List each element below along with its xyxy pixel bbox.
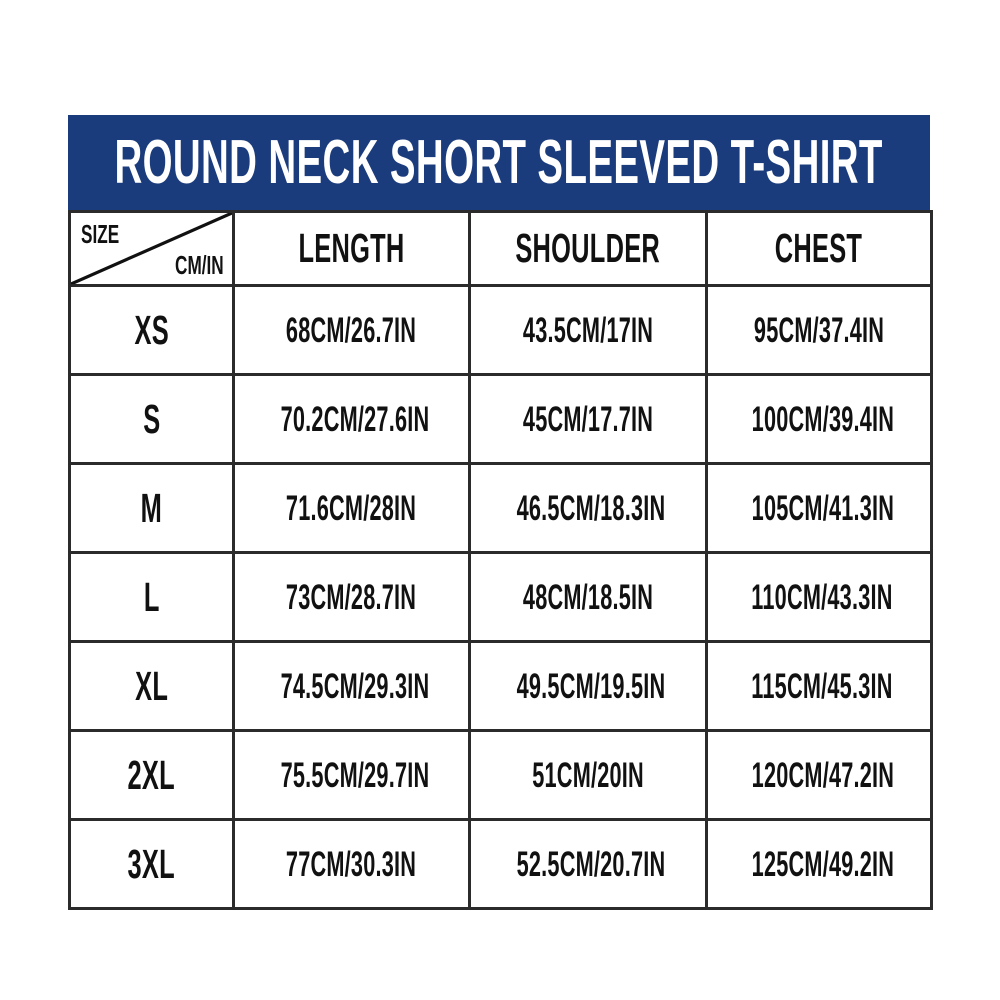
cell-length: 68CM/26.7IN [232,284,471,376]
cell-shoulder: 51CM/20IN [468,729,708,821]
cell-size: XL [68,640,235,732]
size-chart-table: SIZE CM/IN LENGTH SHOULDER CHEST XS [68,210,933,910]
diagonal-divider-icon [72,214,231,283]
cell-chest: 100CM/39.4IN [705,373,933,465]
cell-size: 3XL [68,818,235,910]
column-header-shoulder: SHOULDER [468,210,708,287]
table-row: XL 74.5CM/29.3IN 49.5CM/19.5IN 115CM/45.… [68,640,933,732]
cell-size: 2XL [68,729,235,821]
cell-size: M [68,462,235,554]
table-header-row: SIZE CM/IN LENGTH SHOULDER CHEST [68,210,933,287]
corner-unit-label: CM/IN [175,250,224,280]
table-row: L 73CM/28.7IN 48CM/18.5IN 110CM/43.3IN [68,551,933,643]
chart-title-banner: ROUND NECK SHORT SLEEVED T-SHIRT [68,115,930,210]
cell-size: L [68,551,235,643]
cell-length: 71.6CM/28IN [232,462,471,554]
cell-shoulder: 52.5CM/20.7IN [468,818,708,910]
column-header-chest: CHEST [705,210,933,287]
cell-size: XS [68,284,235,376]
corner-size-label: SIZE [81,219,120,249]
cell-chest: 120CM/47.2IN [705,729,933,821]
corner-header-cell: SIZE CM/IN [68,210,235,287]
cell-size: S [68,373,235,465]
table-row: XS 68CM/26.7IN 43.5CM/17IN 95CM/37.4IN [68,284,933,376]
column-header-length: LENGTH [232,210,471,287]
page-title: ROUND NECK SHORT SLEEVED T-SHIRT [114,127,884,197]
cell-chest: 95CM/37.4IN [705,284,933,376]
table-row: 2XL 75.5CM/29.7IN 51CM/20IN 120CM/47.2IN [68,729,933,821]
cell-chest: 110CM/43.3IN [705,551,933,643]
cell-shoulder: 46.5CM/18.3IN [468,462,708,554]
cell-shoulder: 49.5CM/19.5IN [468,640,708,732]
table-row: M 71.6CM/28IN 46.5CM/18.3IN 105CM/41.3IN [68,462,933,554]
cell-length: 75.5CM/29.7IN [232,729,471,821]
cell-chest: 105CM/41.3IN [705,462,933,554]
table-row: 3XL 77CM/30.3IN 52.5CM/20.7IN 125CM/49.2… [68,818,933,910]
cell-length: 70.2CM/27.6IN [232,373,471,465]
size-chart: ROUND NECK SHORT SLEEVED T-SHIRT SIZE CM… [68,115,933,910]
table-row: S 70.2CM/27.6IN 45CM/17.7IN 100CM/39.4IN [68,373,933,465]
cell-chest: 125CM/49.2IN [705,818,933,910]
cell-length: 77CM/30.3IN [232,818,471,910]
cell-shoulder: 43.5CM/17IN [468,284,708,376]
cell-length: 74.5CM/29.3IN [232,640,471,732]
cell-length: 73CM/28.7IN [232,551,471,643]
cell-shoulder: 45CM/17.7IN [468,373,708,465]
cell-shoulder: 48CM/18.5IN [468,551,708,643]
cell-chest: 115CM/45.3IN [705,640,933,732]
